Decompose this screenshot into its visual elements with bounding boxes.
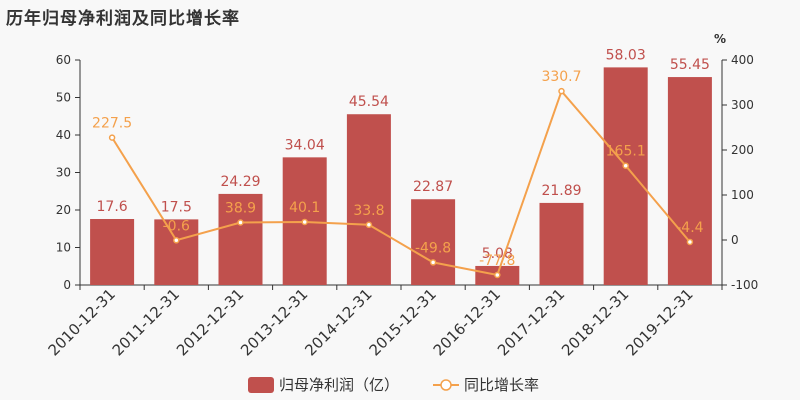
line-value-label: 40.1 — [289, 200, 320, 216]
left-tick-label: 60 — [56, 53, 71, 67]
x-tick-label: 2010-12-31 — [45, 285, 119, 359]
line-value-label: 38.9 — [225, 200, 256, 216]
legend-bar-swatch — [248, 377, 274, 393]
line-point — [494, 271, 501, 279]
growth-rate-line — [111, 89, 691, 277]
x-tick-label: 2011-12-31 — [109, 285, 183, 359]
line-value-label: -0.6 — [163, 218, 190, 234]
legend-line-label: 同比增长率 — [464, 376, 539, 394]
line-point — [108, 134, 116, 141]
right-axis-unit: % — [714, 32, 726, 46]
right-tick-label: 300 — [731, 98, 754, 112]
line-value-label: 330.7 — [541, 69, 581, 85]
left-tick-label: 30 — [56, 166, 71, 180]
bar — [154, 219, 199, 285]
bar — [90, 219, 135, 285]
bar — [218, 193, 263, 285]
right-tick-label: 200 — [731, 143, 754, 157]
right-tick-label: 0 — [731, 233, 739, 247]
bar-value-label: 45.54 — [349, 94, 389, 110]
right-tick-label: -100 — [731, 278, 758, 292]
bar — [411, 199, 456, 285]
x-tick-label: 2018-12-31 — [558, 285, 632, 359]
left-tick-label: 0 — [63, 278, 71, 292]
x-tick-label: 2016-12-31 — [430, 285, 504, 359]
left-tick-label: 50 — [56, 91, 71, 105]
x-tick-labels-group: 2010-12-312011-12-312012-12-312013-12-31… — [45, 285, 697, 359]
line-value-label: -77.8 — [479, 253, 515, 269]
legend-line-marker — [440, 379, 452, 391]
x-tick-label: 2015-12-31 — [366, 285, 440, 359]
legend[interactable]: 归母净利润（亿） 同比增长率 — [248, 376, 539, 394]
bar-value-label: 22.87 — [413, 179, 453, 195]
x-tick-label: 2017-12-31 — [494, 285, 568, 359]
bar-value-label: 17.5 — [161, 199, 192, 215]
line-point — [365, 221, 373, 229]
bar-value-label: 17.6 — [97, 199, 128, 215]
line-series-group — [108, 87, 694, 279]
line-point — [558, 87, 565, 95]
bar-value-label: 24.29 — [220, 174, 260, 190]
x-tick-label: 2013-12-31 — [237, 285, 311, 359]
bar-value-label: 55.45 — [670, 57, 710, 73]
left-tick-label: 40 — [56, 128, 71, 142]
line-value-label: 227.5 — [92, 116, 132, 132]
line-point — [686, 238, 694, 246]
x-tick-label: 2014-12-31 — [301, 285, 375, 359]
left-tick-label: 10 — [56, 241, 71, 255]
left-tick-label: 20 — [56, 203, 71, 217]
line-point — [429, 259, 437, 266]
bar — [346, 114, 391, 285]
line-value-label: 33.8 — [353, 203, 384, 219]
bar-series-group — [90, 67, 712, 285]
line-value-label: -4.4 — [676, 220, 703, 236]
line-point — [301, 218, 308, 226]
chart-title: 历年归母净利润及同比增长率 — [6, 9, 240, 29]
bar-labels-group: 17.6 17.524.2934.0445.5422.875.0821.8958.… — [97, 47, 710, 262]
legend-bar-label: 归母净利润（亿） — [279, 376, 399, 394]
line-point — [237, 219, 244, 226]
bar — [667, 77, 712, 285]
line-labels-group: 227.5 -0.6 38.9 40.1 33.8 -49.8 -77.8 330.7 165.… — [92, 69, 704, 269]
line-point — [173, 237, 180, 244]
bar — [539, 202, 584, 285]
line-value-label: 165.1 — [606, 144, 646, 160]
line-value-label: -49.8 — [415, 240, 451, 256]
bar-value-label: 21.89 — [541, 183, 581, 199]
bar — [603, 67, 648, 285]
right-tick-label: 100 — [731, 188, 754, 202]
line-point — [622, 162, 629, 169]
right-tick-label: 400 — [731, 53, 754, 67]
bar-value-label: 34.04 — [285, 137, 325, 153]
x-tick-label: 2012-12-31 — [173, 285, 247, 359]
x-tick-label: 2019-12-31 — [622, 285, 696, 359]
bar-value-label: 58.03 — [606, 47, 646, 63]
